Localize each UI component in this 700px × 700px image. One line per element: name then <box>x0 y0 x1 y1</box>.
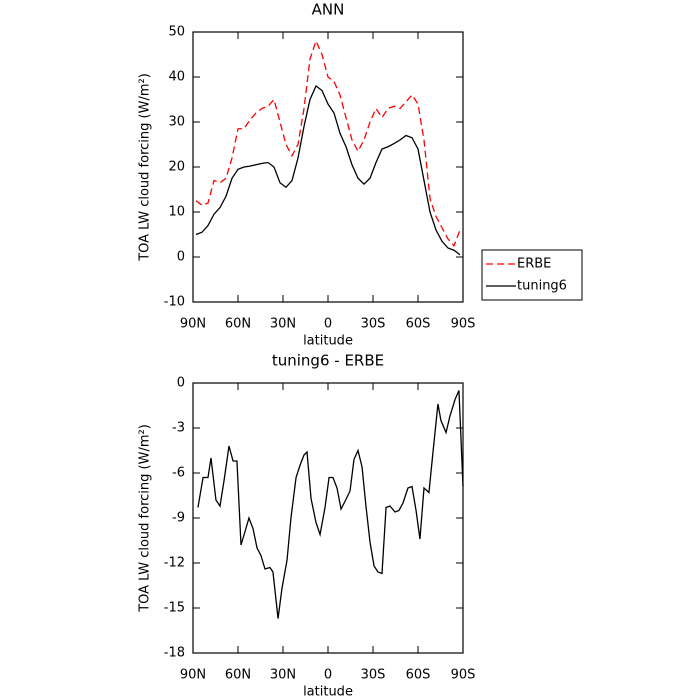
y-axis-label: TOA LW cloud forcing (W/m²) <box>138 73 153 262</box>
x-tick-label: 30N <box>270 317 296 332</box>
x-tick-label: 30N <box>270 668 296 683</box>
y-tick-label: 10 <box>168 205 185 220</box>
y-tick-label: 30 <box>168 115 185 130</box>
x-axis-label: latitude <box>303 685 353 700</box>
y-tick-label: 50 <box>168 25 185 40</box>
y-tick-label: -18 <box>164 646 185 661</box>
y-tick-label: -9 <box>172 511 185 526</box>
data-line <box>195 84 461 256</box>
x-tick-label: 30S <box>361 317 386 332</box>
x-tick-label: 0 <box>324 317 332 332</box>
y-tick-label: -12 <box>164 556 185 571</box>
x-tick-label: 90N <box>180 317 206 332</box>
x-tick-label: 60N <box>225 317 251 332</box>
x-tick-label: 60N <box>225 668 251 683</box>
y-tick-label: 0 <box>177 376 185 391</box>
y-tick-label: -10 <box>164 295 185 310</box>
legend-label: tuning6 <box>517 279 567 294</box>
x-axis-label: latitude <box>303 334 353 349</box>
y-tick-label: -6 <box>172 466 185 481</box>
y-axis-label: TOA LW cloud forcing (W/m²) <box>138 424 153 613</box>
y-tick-label: 20 <box>168 160 185 175</box>
x-tick-label: 0 <box>324 668 332 683</box>
legend-label: ERBE <box>517 257 551 272</box>
y-tick-label: -15 <box>164 601 185 616</box>
legend-box <box>481 249 583 301</box>
x-tick-label: 60S <box>406 317 431 332</box>
plot-frame <box>192 31 464 303</box>
x-tick-label: 90N <box>180 668 206 683</box>
chart-title: ANN <box>312 1 345 19</box>
y-tick-label: 0 <box>177 250 185 265</box>
data-line <box>197 390 464 619</box>
data-line <box>195 39 461 247</box>
chart-title: tuning6 - ERBE <box>272 352 384 370</box>
x-tick-label: 90S <box>451 668 476 683</box>
x-tick-label: 90S <box>451 317 476 332</box>
plot-frame <box>192 382 464 654</box>
x-tick-label: 30S <box>361 668 386 683</box>
x-tick-label: 60S <box>406 668 431 683</box>
y-tick-label: 40 <box>168 70 185 85</box>
y-tick-label: -3 <box>172 421 185 436</box>
